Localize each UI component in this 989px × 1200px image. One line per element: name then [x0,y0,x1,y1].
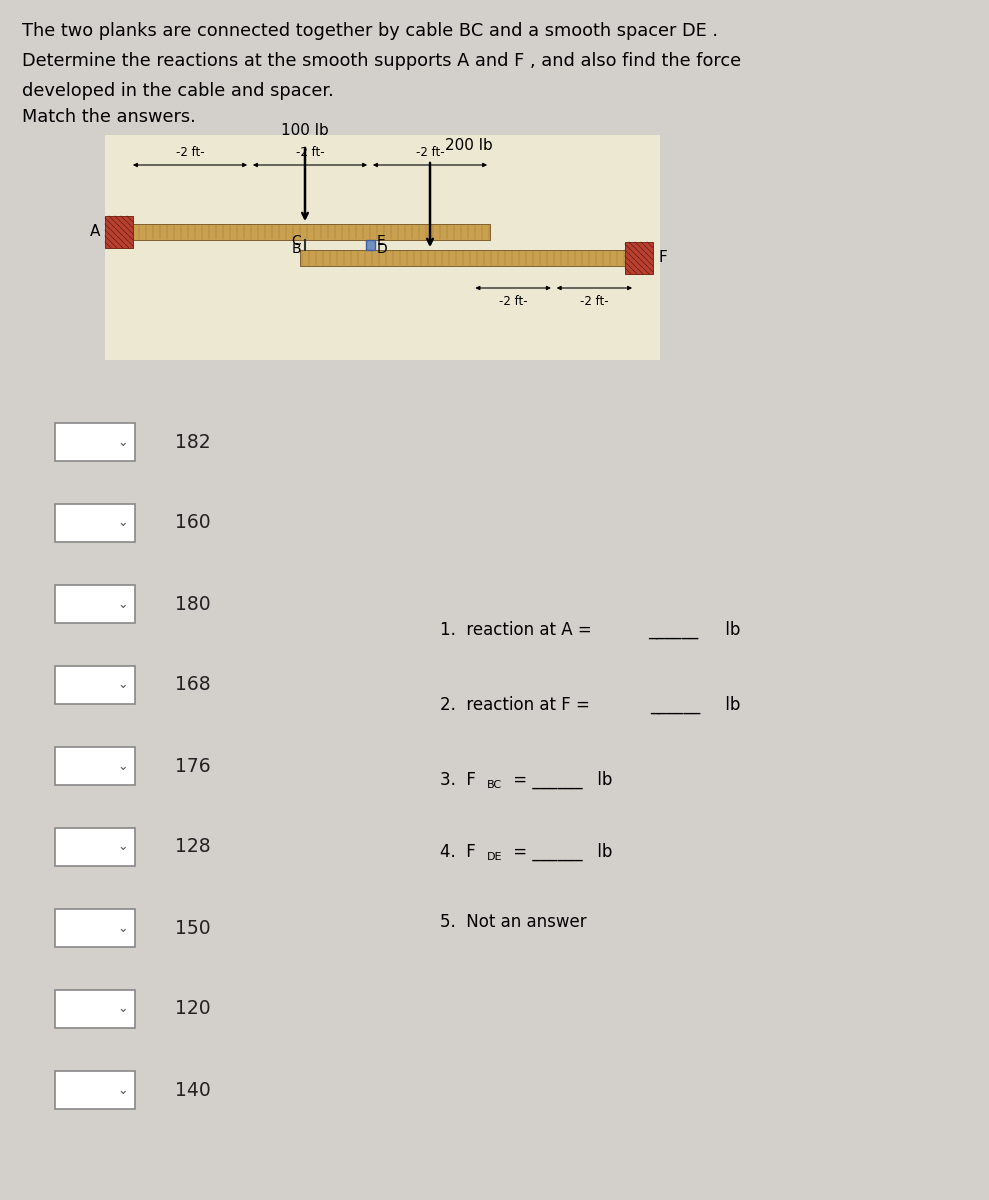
Text: -2 ft-: -2 ft- [581,295,608,308]
Bar [55,666,135,704]
Bar [55,504,135,542]
Text: ⌄: ⌄ [118,436,129,449]
Text: ⌄: ⌄ [118,922,129,935]
Text: 128: 128 [175,838,211,857]
Bar [55,910,135,947]
Text: 182: 182 [175,432,211,451]
Text: -2 ft-: -2 ft- [415,146,444,158]
Bar [105,134,660,360]
Text: Match the answers.: Match the answers. [22,108,196,126]
Text: ⌄: ⌄ [118,1002,129,1015]
Text: 180: 180 [175,594,211,613]
Text: 160: 160 [175,514,211,533]
Text: F: F [658,251,667,265]
Bar [55,422,135,461]
Text: DE: DE [487,852,502,862]
Bar [55,1070,135,1109]
Text: 176: 176 [175,756,211,775]
Text: -2 ft-: -2 ft- [176,146,205,158]
Text: -2 ft-: -2 ft- [296,146,324,158]
Text: 2.  reaction at F =: 2. reaction at F = [440,696,595,714]
Bar [366,240,375,250]
Text: ______: ______ [650,696,700,714]
Text: developed in the cable and spacer.: developed in the cable and spacer. [22,82,333,100]
Text: A: A [90,224,100,240]
Text: lb: lb [592,770,612,790]
Text: 4.  F: 4. F [440,842,476,862]
Text: 3.  F: 3. F [440,770,476,790]
Text: lb: lb [720,622,741,638]
Bar [55,828,135,866]
Text: D: D [377,242,388,256]
Text: E: E [377,234,386,248]
Text: ⌄: ⌄ [118,760,129,773]
Bar [105,216,133,248]
Text: BC: BC [487,780,502,790]
Text: B: B [292,242,301,256]
Text: -2 ft-: -2 ft- [498,295,527,308]
Text: 5.  Not an answer: 5. Not an answer [440,913,586,931]
Text: The two planks are connected together by cable BC and a smooth spacer DE .: The two planks are connected together by… [22,22,718,40]
Bar [625,242,653,274]
Text: = ______: = ______ [508,770,583,790]
Text: 140: 140 [175,1080,211,1099]
Text: C: C [291,234,301,248]
Text: Determine the reactions at the smooth supports A and F , and also find the force: Determine the reactions at the smooth su… [22,52,741,70]
Bar [55,584,135,623]
Text: 100 lb: 100 lb [281,122,329,138]
Text: lb: lb [592,842,612,862]
Text: ⌄: ⌄ [118,598,129,611]
Text: ______: ______ [648,622,698,638]
Text: 1.  reaction at A =: 1. reaction at A = [440,622,597,638]
Text: 200 lb: 200 lb [445,138,493,152]
Text: 120: 120 [175,1000,211,1019]
Text: ⌄: ⌄ [118,840,129,853]
Bar [300,250,625,266]
Text: 168: 168 [175,676,211,695]
Text: ⌄: ⌄ [118,1084,129,1097]
Text: = ______: = ______ [508,842,583,862]
Text: ⌄: ⌄ [118,678,129,691]
Bar [55,746,135,785]
Bar [130,224,490,240]
Text: lb: lb [720,696,741,714]
Text: 150: 150 [175,918,211,937]
Bar [55,990,135,1028]
Text: ⌄: ⌄ [118,516,129,529]
